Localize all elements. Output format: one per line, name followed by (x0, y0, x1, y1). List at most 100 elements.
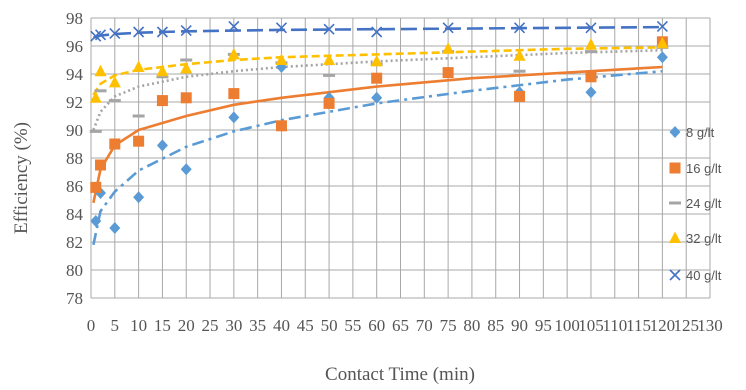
data-point-dash (513, 69, 526, 73)
data-point-triangle (94, 64, 107, 77)
data-point-square (371, 72, 383, 84)
x-tick-label: 105 (578, 316, 604, 335)
data-point-triangle (227, 47, 240, 60)
data-point-square (156, 95, 168, 107)
data-point-dash (180, 58, 193, 62)
data-point-triangle (275, 53, 288, 65)
x-tick-label: 110 (602, 316, 627, 335)
data-point-triangle (669, 231, 681, 243)
x-tick-label: 130 (697, 316, 723, 335)
data-point-dash (132, 114, 145, 118)
data-point-diamond (133, 191, 145, 204)
trendline (92, 69, 663, 246)
x-tick-label: 15 (154, 316, 171, 335)
trendline (93, 25, 663, 39)
data-point-diamond (90, 215, 102, 227)
y-tick-label: 90 (66, 121, 83, 140)
data-point-diamond (180, 163, 192, 176)
data-point-x (156, 26, 168, 38)
data-point-triangle (323, 53, 336, 65)
data-point-dash (584, 50, 597, 54)
data-point-square (95, 159, 107, 171)
x-tick-label: 70 (416, 316, 433, 335)
data-point-square (180, 92, 192, 104)
data-point-square (669, 162, 681, 174)
y-tick-label: 92 (66, 93, 83, 112)
data-point-x (513, 22, 526, 34)
y-axis-title: Efficiency (%) (11, 122, 32, 234)
y-tick-label: 86 (66, 177, 83, 196)
data-point-x (109, 27, 121, 39)
data-markers (89, 20, 669, 234)
y-tick-label: 84 (66, 205, 84, 224)
data-point-triangle (156, 64, 169, 77)
data-point-square (133, 135, 145, 147)
data-point-square (90, 181, 102, 193)
data-point-triangle (656, 36, 669, 49)
legend-label: 8 g/lt (686, 125, 715, 140)
data-point-square (228, 88, 240, 100)
y-tick-label: 96 (66, 37, 83, 56)
x-tick-label: 60 (368, 316, 385, 335)
data-point-triangle (442, 42, 455, 54)
data-point-square (514, 90, 526, 102)
x-tick-label: 75 (440, 316, 457, 335)
x-tick-label: 80 (463, 316, 480, 335)
legend-label: 24 g/lt (686, 196, 722, 211)
data-point-triangle (89, 91, 102, 103)
data-point-diamond (371, 91, 383, 104)
y-tick-label: 80 (66, 261, 83, 280)
x-tick-label: 55 (344, 316, 361, 335)
x-tick-label: 65 (392, 316, 409, 335)
data-point-diamond (669, 126, 681, 138)
data-point-x (585, 22, 597, 34)
data-point-diamond (656, 51, 668, 64)
data-point-diamond (228, 111, 240, 124)
x-tick-label: 0 (87, 316, 96, 335)
data-point-square (275, 120, 287, 132)
data-point-triangle (370, 54, 383, 67)
data-point-triangle (132, 60, 145, 72)
data-point-x (656, 20, 668, 32)
data-point-x (323, 23, 335, 35)
data-point-square (109, 138, 121, 150)
x-axis-tick-labels: 0 5 10 15 20 25 30 35 40 45 50 55 60 65 70 75 80 85 90 95 10… (87, 316, 723, 335)
x-tick-label: 45 (297, 316, 314, 335)
data-point-dash (669, 201, 681, 205)
data-point-x (94, 29, 107, 41)
data-point-dash (323, 73, 336, 77)
legend-label: 32 g/lt (686, 231, 722, 246)
trendline (92, 46, 663, 96)
data-point-x (669, 269, 681, 281)
x-axis-title: Contact Time (min) (325, 364, 475, 385)
y-tick-label: 94 (66, 65, 84, 84)
data-point-triangle (180, 61, 193, 74)
data-point-x (371, 26, 383, 38)
x-tick-label: 10 (130, 316, 147, 335)
data-point-triangle (513, 49, 526, 61)
y-tick-label: 98 (66, 9, 83, 28)
legend: 8 g/lt 16 g/lt 24 g/lt 32 g/lt 40 g/lt (669, 125, 722, 283)
x-tick-label: 25 (202, 316, 219, 335)
x-tick-label: 40 (273, 316, 290, 335)
trendline (92, 65, 663, 204)
trendlines (92, 25, 663, 246)
legend-label: 40 g/lt (686, 268, 722, 283)
x-tick-label: 30 (225, 316, 242, 335)
y-tick-label: 82 (66, 233, 83, 252)
x-tick-label: 95 (535, 316, 552, 335)
x-tick-label: 125 (673, 316, 699, 335)
data-point-diamond (156, 139, 168, 152)
x-tick-label: 5 (111, 316, 120, 335)
x-tick-label: 35 (249, 316, 266, 335)
y-tick-label: 88 (66, 149, 83, 168)
data-point-x (442, 22, 454, 34)
data-point-triangle (584, 38, 597, 50)
data-point-square (442, 67, 454, 79)
x-tick-label: 50 (321, 316, 338, 335)
x-tick-label: 100 (554, 316, 580, 335)
data-point-square (323, 97, 335, 109)
data-point-x (180, 25, 192, 37)
legend-label: 16 g/lt (686, 161, 722, 176)
